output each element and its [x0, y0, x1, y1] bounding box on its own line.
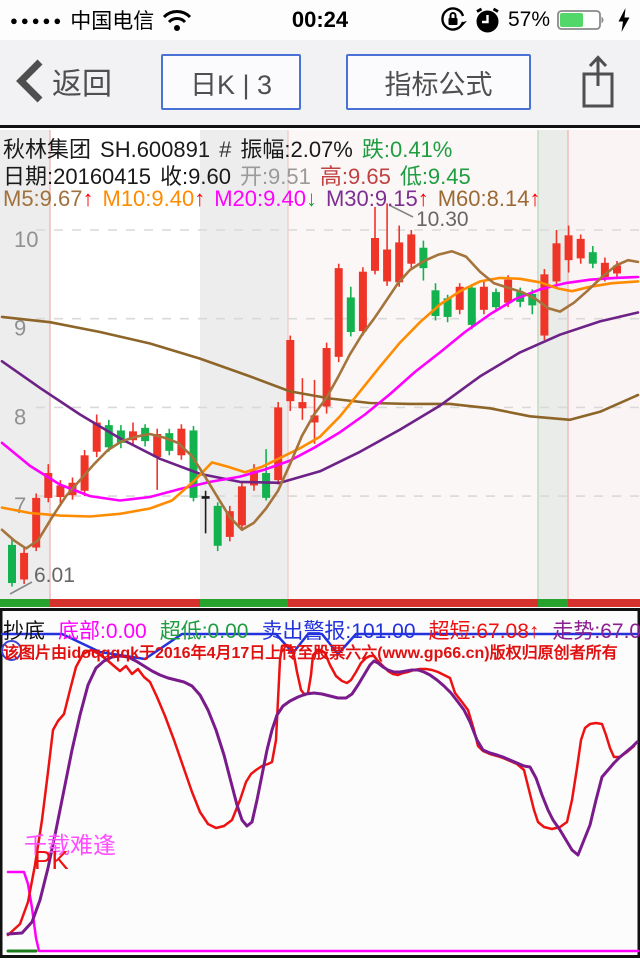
charging-bolt-icon: [618, 8, 630, 32]
share-button[interactable]: [578, 54, 618, 117]
status-right: 57%: [439, 0, 632, 40]
svg-text:8: 8: [14, 404, 26, 429]
indicator-header: 抄底 底部:0.00 超低:0.00 卖出警报:101.00 超短:67.08↑ 走势:6…: [3, 615, 640, 645]
indicator-label-qianzainanfeng: 千载难逢: [24, 832, 116, 858]
svg-text:9: 9: [14, 316, 26, 341]
svg-text:7: 7: [14, 493, 26, 518]
label-segment: #: [219, 137, 232, 162]
back-button[interactable]: 返回: [14, 58, 112, 104]
label-segment: M10:9.40↑: [102, 186, 206, 211]
label-segment: 底部:0.00: [58, 620, 147, 643]
rotation-lock-icon: [441, 7, 467, 31]
label-segment: 开:9.51: [239, 164, 311, 189]
label-segment: 超短:67.08↑: [428, 620, 540, 643]
watermark-badge-icon: [1, 640, 22, 661]
label-segment: M60:8.14↑: [437, 186, 541, 211]
battery-icon: [557, 10, 604, 30]
wifi-icon: [163, 10, 192, 31]
label-segment: 秋林集团: [3, 137, 92, 162]
label-segment: SH.600891: [100, 137, 211, 162]
alarm-clock-icon: [476, 7, 499, 32]
label-segment: 收:9.60: [160, 164, 231, 189]
label-segment: M5:9.67↑: [3, 186, 94, 211]
indicator-formula-button[interactable]: 指标公式: [346, 54, 531, 110]
share-icon: [582, 55, 614, 108]
label-segment: 低:9.45: [399, 164, 471, 189]
status-bar: ●●●●● 中国电信 00:24 57%: [0, 0, 640, 40]
svg-text:6.01: 6.01: [34, 564, 75, 587]
chevron-left-icon: [16, 59, 43, 103]
carrier-label: 中国电信: [70, 10, 155, 33]
quote-line-ma: M5:9.67↑ M10:9.40↑ M20:9.40↓ M30:9.15↑ M60:8…: [3, 186, 549, 212]
clock-label: 00:24: [291, 7, 349, 32]
label-segment: M20:9.40↓: [214, 186, 317, 211]
svg-text:10.30: 10.30: [416, 208, 469, 231]
signal-dots-icon: ●●●●●: [10, 12, 65, 28]
watermark-text: 该图片由idoqqqqk于2016年4月17日上传至股票六六(www.gp66.…: [3, 645, 618, 662]
svg-text:10: 10: [14, 227, 38, 252]
status-left: ●●●●● 中国电信: [10, 0, 192, 40]
label-segment: 振幅:2.07%: [240, 137, 353, 162]
label-segment: 日期:20160415: [3, 164, 151, 189]
label-segment: 卖出警报:101.00: [261, 620, 416, 643]
nav-bar: 返回 日K | 3 指标公式: [0, 40, 640, 128]
kline-period-button[interactable]: 日K | 3: [161, 54, 301, 110]
quote-line-ohlc: 日期:20160415 收:9.60 开:9.51 高:9.65 低:9.45: [3, 159, 480, 191]
indicator-label-pk: PK: [34, 845, 69, 875]
label-segment: 抄底: [3, 620, 45, 643]
indicator-chart[interactable]: [0, 608, 640, 960]
label-segment: 走势:67.08: [552, 620, 640, 643]
quote-line-name: 秋林集团 SH.600891 # 振幅:2.07% 跌:0.41%: [3, 132, 461, 164]
back-button-label: 返回: [52, 68, 112, 101]
candlestick-chart[interactable]: 10 9 8 7 10.30 6.01: [0, 130, 640, 608]
battery-percent-label: 57%: [507, 8, 550, 31]
label-segment: 高:9.65: [319, 164, 391, 189]
label-segment: 跌:0.41%: [361, 137, 453, 162]
label-segment: 超低:0.00: [159, 620, 249, 643]
label-segment: M30:9.15↑: [325, 186, 429, 211]
